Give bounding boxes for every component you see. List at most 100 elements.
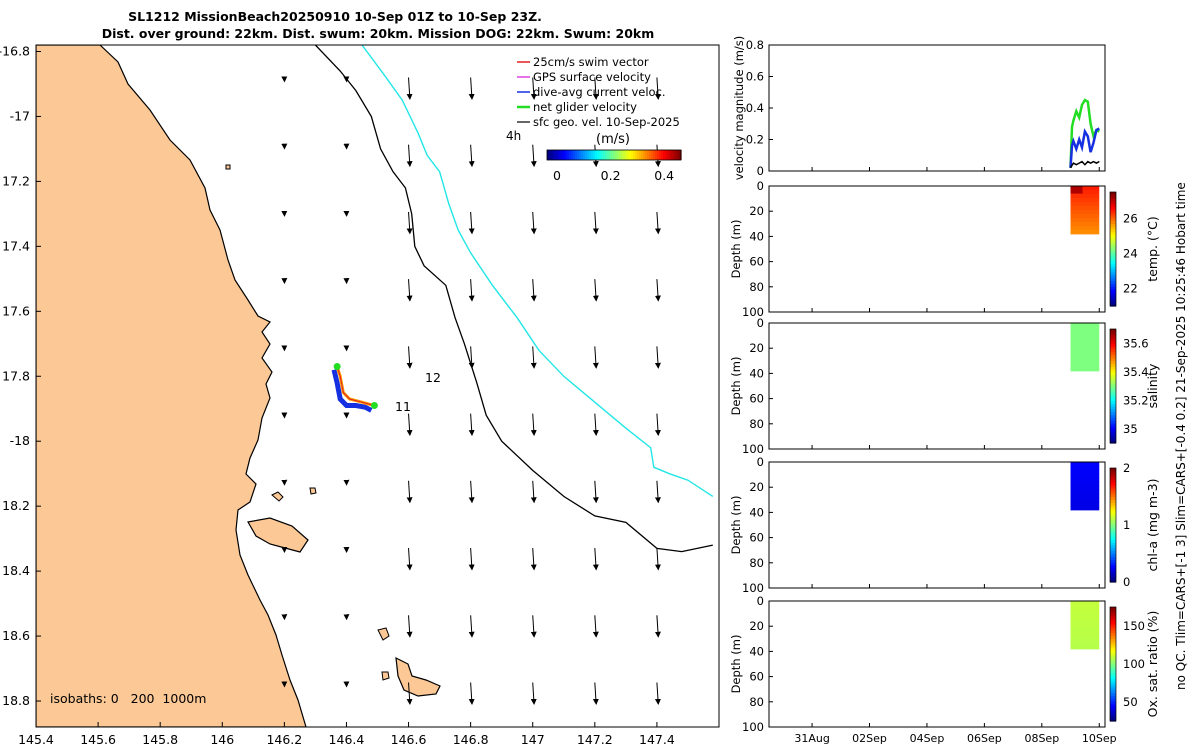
island-large	[248, 518, 308, 552]
velocity-y-tick-label: 0.6	[746, 70, 764, 84]
chla-y-tick-label: 100	[742, 581, 764, 595]
map-y-ticks: -16.8-1717.217.417.617.8-1818.218.418.61…	[0, 43, 41, 708]
chla-colorbar-segment	[1110, 468, 1116, 471]
sfc-vector-arrow	[409, 77, 410, 98]
temperature-cell	[1071, 210, 1100, 214]
sfc-vector-arrow	[471, 145, 472, 166]
salinity-cell	[1071, 359, 1100, 363]
sfc-vector-arrow	[533, 683, 534, 704]
map-x-tick-label: 147.2	[577, 732, 613, 747]
temperature-cell	[1071, 186, 1083, 194]
velocity-series-line	[1071, 162, 1100, 168]
temperature-colorbar-tick-label: 22	[1123, 281, 1138, 295]
salinity-ylabel: Depth (m)	[729, 357, 743, 416]
map-colorbar-title: (m/s)	[596, 132, 630, 147]
oxygen-cell	[1071, 641, 1100, 645]
salinity-cell	[1071, 335, 1100, 339]
chla-cell	[1071, 502, 1100, 506]
salinity-cell	[1071, 343, 1100, 347]
chla-frame	[769, 462, 1105, 588]
sfc-vector-arrow	[471, 615, 472, 636]
track-end-marker	[371, 402, 378, 409]
oxygen-colorbar-tick-label: 150	[1123, 619, 1145, 633]
sfc-vector-arrow	[533, 615, 534, 636]
map-y-tick-label: 17.8	[2, 368, 30, 383]
sfc-vector-arrow	[657, 548, 658, 569]
oxygen-colorbar-segment	[1110, 607, 1116, 610]
oxygen-cell	[1071, 609, 1100, 613]
temperature-frame	[769, 186, 1105, 312]
time-tick-label: 10Sep	[1082, 732, 1117, 745]
time-tick-label: 04Sep	[910, 732, 945, 745]
oxygen-y-tick-label: 60	[749, 670, 764, 684]
map-colorbar-tick-label: 0	[553, 168, 561, 183]
sfc-vector-arrow	[533, 279, 534, 300]
temperature-y-tick-label: 80	[749, 280, 764, 294]
temperature-ylabel: Depth (m)	[729, 220, 743, 279]
isobaths-label: isobaths: 0 200 1000m	[50, 691, 206, 706]
chla-cell	[1071, 490, 1100, 494]
sfc-vector-arrow	[409, 481, 410, 502]
sfc-vector-arrow	[595, 481, 596, 502]
island-small-3	[382, 672, 389, 680]
chla-y-tick-label: 40	[749, 505, 764, 519]
sfc-vector-arrow	[657, 615, 658, 636]
salinity-y-tick-label: 20	[749, 341, 764, 355]
oxygen-ylabel: Depth (m)	[729, 635, 743, 694]
legend-dive-avg: dive-avg current veloc.	[517, 85, 666, 99]
temperature-cell	[1071, 222, 1100, 226]
legend-label-dive-avg: dive-avg current veloc.	[533, 85, 666, 99]
oxygen-cell	[1071, 625, 1100, 629]
oxygen-cell	[1071, 617, 1100, 621]
salinity-colorbar-tick-label: 35	[1123, 422, 1138, 436]
velocity-y-tick-label: 0.2	[746, 133, 764, 147]
salinity-y-tick-label: 100	[742, 442, 764, 456]
velocity-ylabel: velocity magnitude (m/s)	[732, 36, 746, 181]
velocity-y-tick-label: 0.4	[746, 101, 764, 115]
chla-y-tick-label: 20	[749, 480, 764, 494]
chla-cell	[1071, 486, 1100, 490]
sfc-vector-arrow	[533, 145, 534, 166]
sfc-vector-arrow	[657, 346, 658, 367]
temperature-cell	[1071, 206, 1100, 210]
salinity-cell	[1071, 363, 1100, 367]
sfc-vector-arrow	[595, 615, 596, 636]
map-y-tick-label: 17.6	[2, 303, 30, 318]
sfc-vector-arrow	[595, 548, 596, 569]
temperature-y-tick-label: 20	[749, 204, 764, 218]
map-y-tick-label: 18.4	[2, 563, 30, 578]
salinity-cell	[1071, 355, 1100, 359]
temperature-cell	[1071, 198, 1100, 202]
oxygen-cell	[1071, 613, 1100, 617]
salinity-cell	[1071, 331, 1100, 335]
map-x-tick-label: 147.4	[639, 732, 675, 747]
sfc-vector-arrow	[595, 212, 596, 233]
sfc-vector-arrow	[657, 212, 658, 233]
oxygen-cell	[1071, 637, 1100, 641]
map-y-tick-label: 18.8	[2, 693, 30, 708]
velocity-y-tick-label: 0	[757, 164, 764, 178]
salinity-y-tick-label: 0	[757, 316, 764, 330]
sfc-vector-arrow	[409, 346, 410, 367]
chla-cell	[1071, 470, 1100, 474]
sfc-vector-arrow	[657, 481, 658, 502]
sfc-vector-arrow	[533, 346, 534, 367]
salinity-colorbar-tick-label: 35.6	[1123, 336, 1149, 350]
map-x-tick-label: 147	[521, 732, 545, 747]
legend-label-net: net glider velocity	[533, 100, 637, 114]
map-y-tick-label: -17	[10, 108, 30, 123]
oxygen-cell	[1071, 633, 1100, 637]
salinity-cell	[1071, 351, 1100, 355]
oxygen-y-tick-label: 40	[749, 644, 764, 658]
chla-colorbar-tick-label: 0	[1123, 575, 1130, 589]
chla-cell	[1071, 474, 1100, 478]
sfc-vector-arrow	[471, 683, 472, 704]
map-legend: 25cm/s swim vector GPS surface velocity …	[506, 55, 682, 183]
oxygen-colorbar-label: Ox. sat. ratio (%)	[1145, 611, 1160, 718]
island-small-1	[272, 492, 283, 501]
map-x-tick-label: 146.4	[329, 732, 365, 747]
